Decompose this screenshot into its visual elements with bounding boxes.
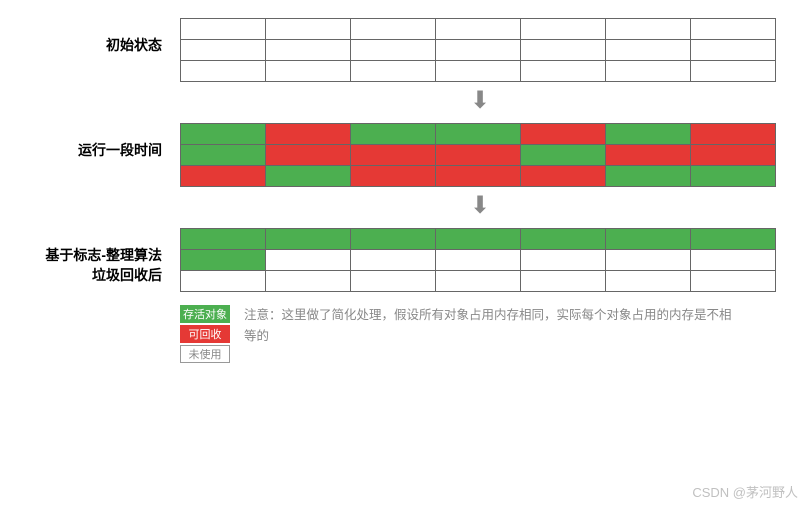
memory-grid bbox=[180, 18, 775, 81]
grid-cell bbox=[605, 39, 691, 61]
grid-cell bbox=[350, 123, 436, 145]
grid-cell bbox=[180, 228, 266, 250]
grid-cell bbox=[180, 270, 266, 292]
grid-cell bbox=[180, 60, 266, 82]
grid-cell bbox=[180, 249, 266, 271]
section-label: 运行一段时间 bbox=[0, 123, 180, 161]
watermark: CSDN @茅河野人 bbox=[692, 482, 798, 501]
grid-row bbox=[180, 249, 775, 270]
grid-cell bbox=[435, 249, 521, 271]
arrow-row: ⬇ bbox=[0, 89, 780, 113]
grid-cell bbox=[605, 165, 691, 187]
legend-area: 存活对象 可回收 未使用 注意：这里做了简化处理，假设所有对象占用内存相同，实际… bbox=[0, 305, 780, 363]
grid-row bbox=[180, 18, 775, 39]
grid-cell bbox=[690, 123, 776, 145]
grid-cell bbox=[690, 144, 776, 166]
diagram-container: 初始状态 ⬇ 运行一段时间 ⬇ 基于标志-整理算法垃圾回收后 存活对象 可回收 未使用 … bbox=[0, 0, 810, 363]
grid-cell bbox=[605, 123, 691, 145]
grid-cell bbox=[180, 144, 266, 166]
arrow-down-icon: ⬇ bbox=[470, 194, 490, 218]
grid-cell bbox=[265, 18, 351, 40]
grid-cell bbox=[350, 18, 436, 40]
arrow-row: ⬇ bbox=[0, 194, 780, 218]
grid-cell bbox=[180, 39, 266, 61]
grid-cell bbox=[265, 123, 351, 145]
grid-cell bbox=[605, 270, 691, 292]
grid-cell bbox=[435, 60, 521, 82]
grid-cell bbox=[690, 39, 776, 61]
grid-cell bbox=[435, 18, 521, 40]
grid-cell bbox=[265, 249, 351, 271]
memory-grid bbox=[180, 123, 775, 186]
grid-cell bbox=[605, 249, 691, 271]
grid-cell bbox=[520, 249, 606, 271]
legend-column: 存活对象 可回收 未使用 bbox=[180, 305, 230, 363]
legend-alive: 存活对象 bbox=[180, 305, 230, 323]
grid-row bbox=[180, 39, 775, 60]
grid-cell bbox=[690, 60, 776, 82]
grid-cell bbox=[520, 123, 606, 145]
grid-cell bbox=[265, 60, 351, 82]
grid-cell bbox=[350, 144, 436, 166]
grid-cell bbox=[180, 18, 266, 40]
grid-cell bbox=[690, 18, 776, 40]
grid-cell bbox=[690, 270, 776, 292]
legend-unused-label: 未使用 bbox=[189, 346, 222, 362]
grid-cell bbox=[605, 144, 691, 166]
memory-section: 初始状态 bbox=[0, 18, 780, 81]
grid-cell bbox=[435, 228, 521, 250]
legend-unused: 未使用 bbox=[180, 345, 230, 363]
section-label: 初始状态 bbox=[0, 18, 180, 56]
grid-cell bbox=[265, 165, 351, 187]
grid-cell bbox=[520, 144, 606, 166]
legend-unused-box: 未使用 bbox=[180, 345, 230, 363]
grid-cell bbox=[265, 228, 351, 250]
grid-cell bbox=[265, 39, 351, 61]
grid-cell bbox=[435, 165, 521, 187]
grid-cell bbox=[180, 123, 266, 145]
legend-recycle-box: 可回收 bbox=[180, 325, 230, 343]
grid-cell bbox=[605, 228, 691, 250]
grid-cell bbox=[435, 39, 521, 61]
grid-cell bbox=[690, 165, 776, 187]
grid-cell bbox=[520, 18, 606, 40]
grid-cell bbox=[520, 165, 606, 187]
memory-section: 运行一段时间 bbox=[0, 123, 780, 186]
grid-row bbox=[180, 270, 775, 291]
grid-cell bbox=[690, 228, 776, 250]
note-text: 注意：这里做了简化处理，假设所有对象占用内存相同，实际每个对象占用的内存是不相等… bbox=[244, 305, 734, 363]
section-label: 基于标志-整理算法垃圾回收后 bbox=[0, 228, 180, 285]
grid-cell bbox=[350, 270, 436, 292]
legend-alive-label: 存活对象 bbox=[183, 306, 227, 322]
grid-cell bbox=[350, 60, 436, 82]
grid-cell bbox=[350, 165, 436, 187]
memory-grid bbox=[180, 228, 775, 291]
memory-section: 基于标志-整理算法垃圾回收后 bbox=[0, 228, 780, 291]
arrow-down-icon: ⬇ bbox=[470, 89, 490, 113]
legend-alive-box: 存活对象 bbox=[180, 305, 230, 323]
grid-cell bbox=[435, 270, 521, 292]
grid-row bbox=[180, 123, 775, 144]
legend-recycle: 可回收 bbox=[180, 325, 230, 343]
grid-row bbox=[180, 165, 775, 186]
grid-cell bbox=[350, 249, 436, 271]
grid-cell bbox=[350, 39, 436, 61]
legend-recycle-label: 可回收 bbox=[189, 326, 222, 342]
grid-cell bbox=[690, 249, 776, 271]
grid-cell bbox=[520, 39, 606, 61]
grid-cell bbox=[520, 270, 606, 292]
grid-cell bbox=[435, 144, 521, 166]
grid-cell bbox=[605, 60, 691, 82]
grid-row bbox=[180, 228, 775, 249]
grid-row bbox=[180, 144, 775, 165]
grid-cell bbox=[605, 18, 691, 40]
grid-cell bbox=[265, 144, 351, 166]
grid-row bbox=[180, 60, 775, 81]
grid-cell bbox=[350, 228, 436, 250]
grid-cell bbox=[520, 60, 606, 82]
grid-cell bbox=[520, 228, 606, 250]
grid-cell bbox=[180, 165, 266, 187]
grid-cell bbox=[265, 270, 351, 292]
grid-cell bbox=[435, 123, 521, 145]
